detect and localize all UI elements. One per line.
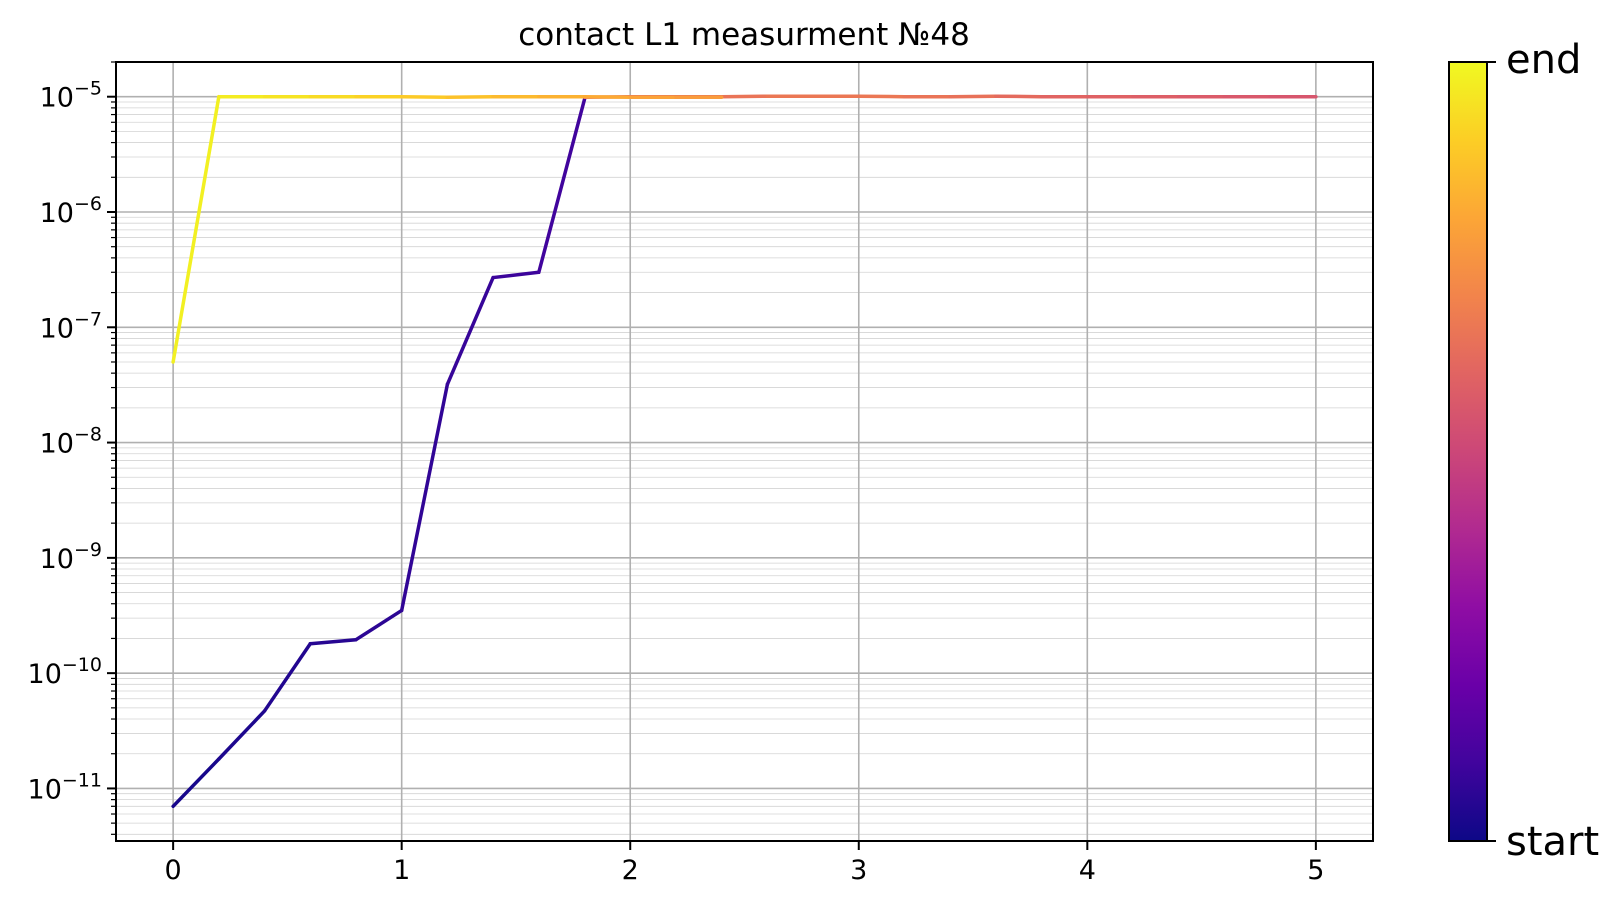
major-gridlines bbox=[116, 62, 1373, 841]
series-segment bbox=[447, 97, 493, 98]
x-tick-label: 3 bbox=[850, 855, 867, 886]
series-segment bbox=[585, 97, 631, 98]
plot-frame bbox=[116, 62, 1373, 841]
y-tick-label: 10−6 bbox=[40, 193, 102, 229]
series-start bbox=[173, 99, 584, 806]
minor-gridlines bbox=[116, 62, 1373, 834]
series-segment bbox=[493, 272, 539, 277]
colorbar-start-label: start bbox=[1506, 819, 1599, 865]
y-tick-label: 10−7 bbox=[40, 308, 102, 344]
series-segment bbox=[173, 97, 219, 362]
x-axis: 0 1 2 3 4 5 bbox=[165, 841, 1325, 886]
x-tick-label: 1 bbox=[393, 855, 410, 886]
x-tick-label: 5 bbox=[1307, 855, 1324, 886]
y-tick-label: 10−8 bbox=[40, 424, 102, 460]
series-segment bbox=[402, 97, 448, 98]
y-axis: 10−11 10−10 10−9 10−8 10−7 10−6 10−5 bbox=[28, 62, 116, 834]
x-tick-label: 0 bbox=[165, 855, 182, 886]
series-segment bbox=[265, 644, 311, 711]
series-segment bbox=[447, 278, 493, 385]
series-segment bbox=[356, 610, 402, 639]
colorbar-gradient bbox=[1449, 62, 1487, 841]
y-tick-label: 10−9 bbox=[40, 539, 102, 575]
x-tick-label: 4 bbox=[1079, 855, 1096, 886]
colorbar: end start bbox=[1449, 37, 1599, 865]
series-segment bbox=[173, 759, 219, 806]
y-tick-label: 10−11 bbox=[28, 769, 102, 805]
y-tick-label: 10−5 bbox=[40, 78, 102, 114]
series-segment bbox=[219, 711, 265, 759]
series-layer bbox=[173, 96, 1316, 806]
y-tick-label: 10−10 bbox=[28, 654, 102, 690]
series-end bbox=[173, 97, 722, 362]
series-segment bbox=[402, 384, 448, 610]
chart-title: contact L1 measurment №48 bbox=[518, 17, 970, 53]
colorbar-end-label: end bbox=[1506, 37, 1581, 83]
x-tick-label: 2 bbox=[622, 855, 639, 886]
series-segment bbox=[310, 640, 356, 644]
